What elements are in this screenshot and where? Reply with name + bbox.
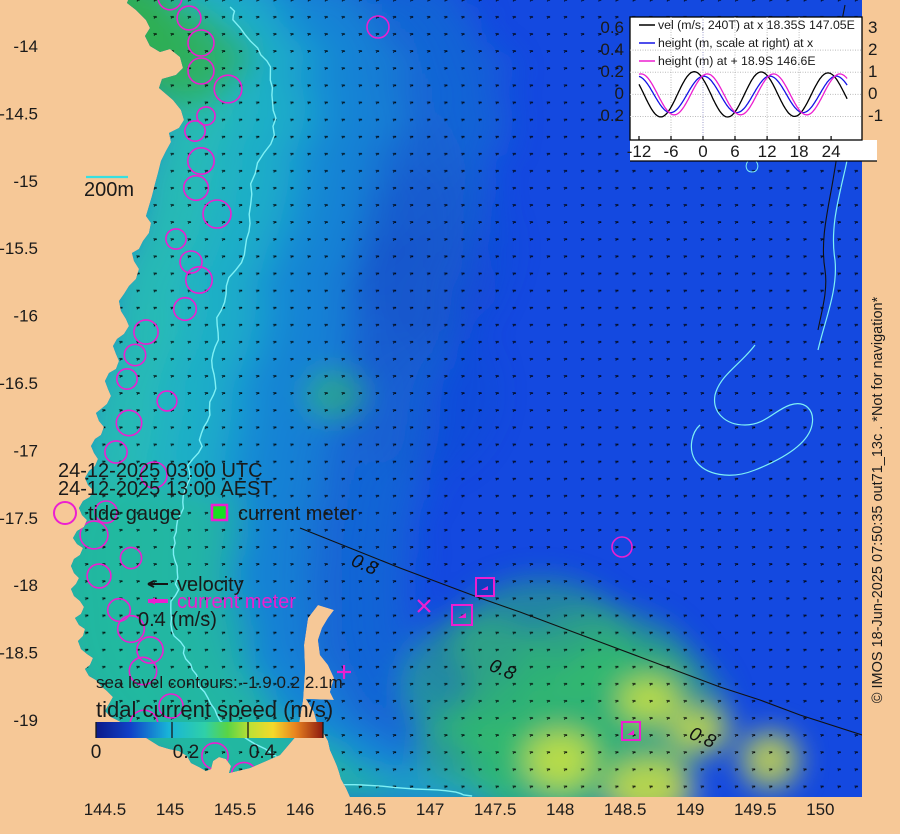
svg-text:1: 1 (868, 62, 877, 81)
svg-text:200m: 200m (84, 179, 134, 201)
svg-text:-14.5: -14.5 (0, 104, 38, 123)
svg-text:-15.5: -15.5 (0, 239, 38, 258)
svg-text:2: 2 (868, 40, 877, 59)
svg-text:0.2: 0.2 (600, 62, 624, 81)
svg-text:height (m, scale at right) at: height (m, scale at right) at x (658, 36, 814, 50)
svg-text:0: 0 (615, 84, 624, 103)
svg-text:0: 0 (868, 84, 877, 103)
svg-text:-18: -18 (13, 576, 38, 595)
svg-text:0.4 (m/s): 0.4 (m/s) (138, 609, 217, 631)
svg-text:-14: -14 (13, 37, 38, 56)
svg-text:sea level contours: -1.9 0.2 2: sea level contours: -1.9 0.2 2.1m (96, 673, 343, 692)
svg-text:vel (m/s, 240T) at x 18.35S 14: vel (m/s, 240T) at x 18.35S 147.05E (658, 18, 855, 32)
svg-text:24: 24 (822, 142, 841, 161)
svg-text:height (m) at + 18.9S 146.6E: height (m) at + 18.9S 146.6E (658, 54, 816, 68)
svg-text:150: 150 (806, 800, 834, 819)
svg-text:6: 6 (730, 142, 739, 161)
svg-text:-19: -19 (13, 711, 38, 730)
svg-text:12: 12 (758, 142, 777, 161)
svg-text:-15: -15 (13, 172, 38, 191)
svg-text:-16.5: -16.5 (0, 374, 38, 393)
svg-text:145: 145 (156, 800, 184, 819)
svg-text:3: 3 (868, 18, 877, 37)
svg-text:-17: -17 (13, 441, 38, 460)
svg-text:-6: -6 (663, 142, 678, 161)
svg-text:current meter: current meter (238, 503, 357, 525)
svg-text:147: 147 (416, 800, 444, 819)
svg-text:0.2: 0.2 (173, 742, 199, 763)
svg-text:0: 0 (698, 142, 707, 161)
svg-text:148: 148 (546, 800, 574, 819)
svg-text:tidal current speed (m/s): tidal current speed (m/s) (96, 697, 333, 722)
svg-text:149.5: 149.5 (734, 800, 777, 819)
svg-text:© IMOS 18-Jun-2025 07:50:35 ou: © IMOS 18-Jun-2025 07:50:35 out71_13c . … (870, 296, 886, 703)
svg-text:148.5: 148.5 (604, 800, 647, 819)
svg-text:0.4: 0.4 (249, 742, 276, 763)
svg-text:-18.5: -18.5 (0, 644, 38, 663)
svg-text:-17.5: -17.5 (0, 509, 38, 528)
svg-text:0.2: 0.2 (600, 106, 624, 125)
svg-text:144.5: 144.5 (84, 800, 127, 819)
svg-text:145.5: 145.5 (214, 800, 257, 819)
svg-text:149: 149 (676, 800, 704, 819)
svg-text:-16: -16 (13, 307, 38, 326)
svg-text:24-12-2025 13:00 AEST: 24-12-2025 13:00 AEST (58, 478, 273, 500)
svg-text:-12: -12 (627, 142, 652, 161)
svg-text:-1: -1 (868, 106, 883, 125)
svg-text:0: 0 (91, 742, 102, 763)
svg-text:146.5: 146.5 (344, 800, 387, 819)
svg-text:18: 18 (790, 142, 809, 161)
svg-text:0.6: 0.6 (600, 18, 624, 37)
svg-text:147.5: 147.5 (474, 800, 517, 819)
svg-text:tide gauge: tide gauge (88, 503, 181, 525)
svg-text:0.4: 0.4 (600, 40, 624, 59)
svg-text:146: 146 (286, 800, 314, 819)
